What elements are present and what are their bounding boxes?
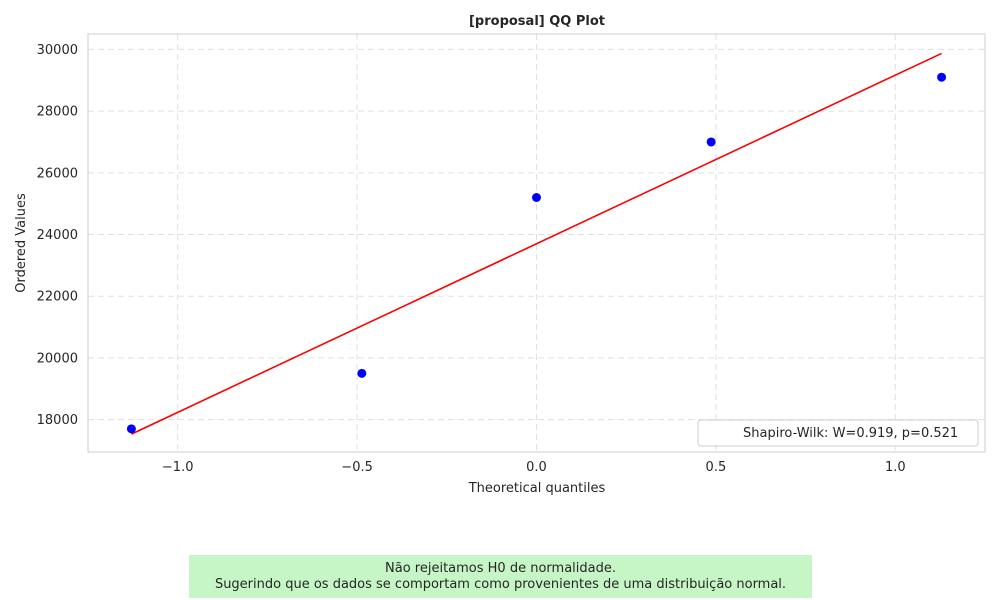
legend-label: Shapiro-Wilk: W=0.919, p=0.521 — [743, 426, 958, 441]
data-point — [937, 72, 947, 82]
y-tick-label: 28000 — [37, 105, 78, 120]
data-point — [532, 192, 541, 202]
y-tick-label: 20000 — [37, 351, 78, 366]
plot-area-border — [87, 33, 986, 453]
data-point — [126, 424, 136, 434]
x-axis-label: Theoretical quantiles — [468, 481, 606, 496]
x-tick-label: 0.5 — [706, 460, 727, 475]
legend: Shapiro-Wilk: W=0.919, p=0.521 — [697, 419, 979, 447]
data-point — [706, 137, 716, 147]
x-tick-label: −0.5 — [341, 460, 373, 475]
reference-line — [131, 52, 942, 435]
conclusion-line-1: Não rejeitamos H0 de normalidade. — [385, 560, 616, 576]
axis-ticks: −1.0 −0.5 0.0 0.5 1.0 18000 20000 22000 24000 260… — [37, 43, 906, 475]
conclusion-box: Não rejeitamos H0 de normalidade. Sugeri… — [189, 555, 812, 598]
x-tick-label: 0.0 — [526, 460, 547, 475]
legend-box — [697, 419, 979, 447]
reference-line-layer — [131, 52, 942, 435]
x-tick-label: −1.0 — [162, 460, 194, 475]
y-tick-label: 26000 — [37, 166, 78, 181]
data-points-layer — [126, 72, 947, 434]
data-point — [357, 368, 367, 378]
x-tick-label: 1.0 — [885, 460, 906, 475]
chart-title: [proposal] QQ Plot — [469, 14, 605, 29]
y-axis-label: Ordered Values — [14, 193, 29, 293]
y-tick-label: 30000 — [37, 43, 78, 58]
y-tick-label: 18000 — [37, 413, 78, 428]
y-tick-label: 24000 — [37, 228, 78, 243]
conclusion-line-2: Sugerindo que os dados se comportam como… — [214, 576, 787, 592]
y-tick-label: 22000 — [37, 290, 78, 305]
